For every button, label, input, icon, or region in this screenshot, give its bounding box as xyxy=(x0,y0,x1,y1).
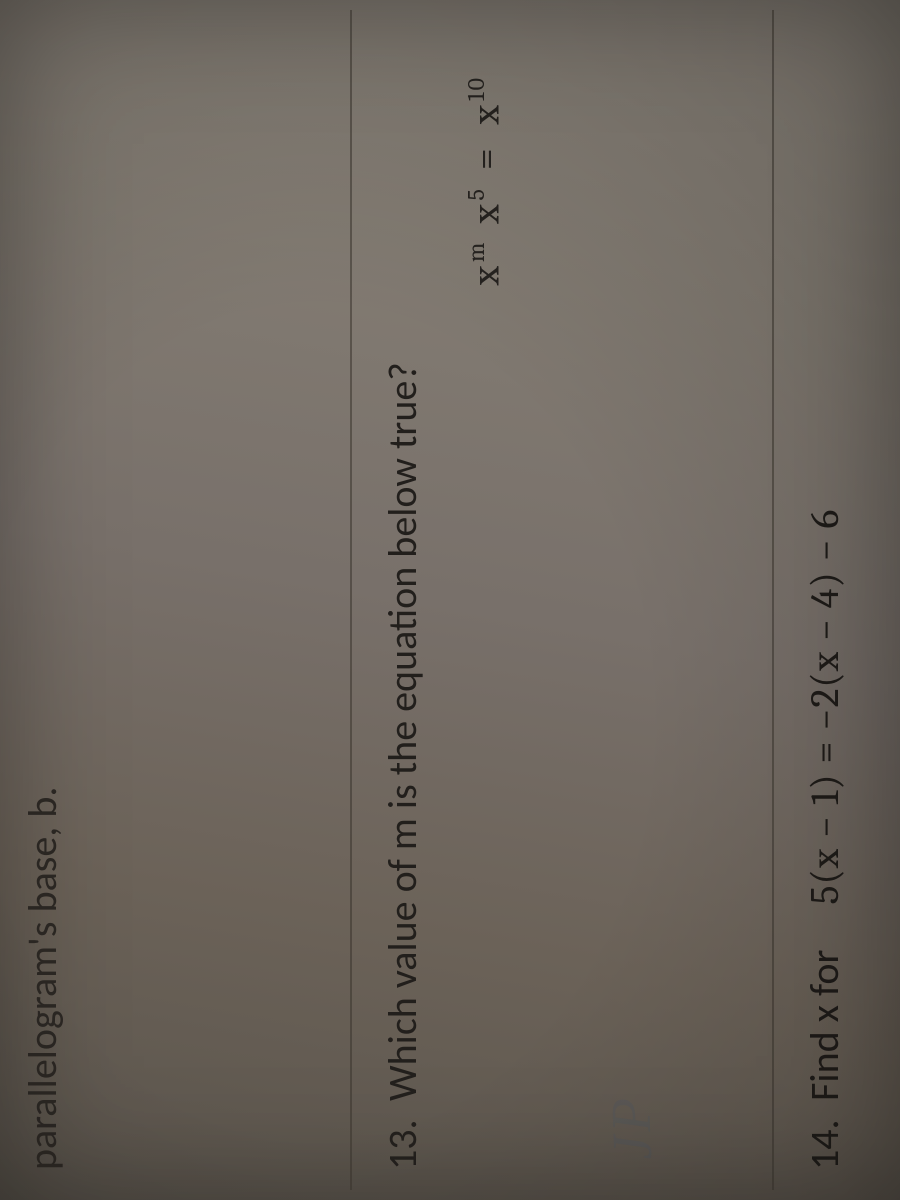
question-14-prompt: Find x for xyxy=(800,950,849,1101)
divider-line-1 xyxy=(350,10,352,1190)
question-13-prompt-line: 13. Which value of m is the equation bel… xyxy=(378,30,427,1170)
fragment-text: parallelogram's base, b. xyxy=(18,787,67,1170)
previous-question-fragment: parallelogram's base, b. xyxy=(18,787,67,1170)
question-14-number: 14. xyxy=(800,1110,849,1170)
lighting-vignette xyxy=(0,0,900,1200)
question-14-equation: 5(x − 1) = −2(x − 4) − 6 xyxy=(802,509,848,905)
eq13-equals: = xyxy=(462,146,508,170)
question-14: 14. Find x for 5(x − 1) = −2(x − 4) − 6 xyxy=(800,30,849,1170)
question-13-equation: xm x5 = x10 xyxy=(462,70,508,285)
question-13-prompt: Which value of m is the equation below t… xyxy=(378,362,427,1101)
eq13-exp2: 5 xyxy=(462,187,490,200)
worksheet-page: parallelogram's base, b. 13. Which value… xyxy=(0,0,900,1200)
question-13: 13. Which value of m is the equation bel… xyxy=(378,30,427,1170)
eq13-rhs-exp: 10 xyxy=(462,76,490,101)
question-13-number: 13. xyxy=(378,1110,427,1170)
handwriting-text: JP xyxy=(600,1094,664,1161)
eq13-base1: x xyxy=(462,264,508,285)
student-handwriting: JP xyxy=(599,1094,665,1161)
page-container: parallelogram's base, b. 13. Which value… xyxy=(0,0,900,1200)
question-14-line: 14. Find x for 5(x − 1) = −2(x − 4) − 6 xyxy=(800,30,849,1170)
eq13-exp1: m xyxy=(462,241,490,263)
eq13-rhs-base: x xyxy=(462,103,508,124)
eq13-base2: x xyxy=(462,202,508,223)
divider-line-2 xyxy=(772,10,774,1190)
